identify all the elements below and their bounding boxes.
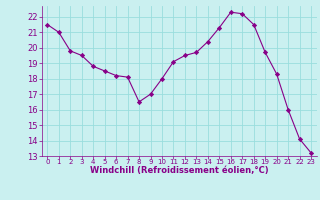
X-axis label: Windchill (Refroidissement éolien,°C): Windchill (Refroidissement éolien,°C) [90, 166, 268, 175]
